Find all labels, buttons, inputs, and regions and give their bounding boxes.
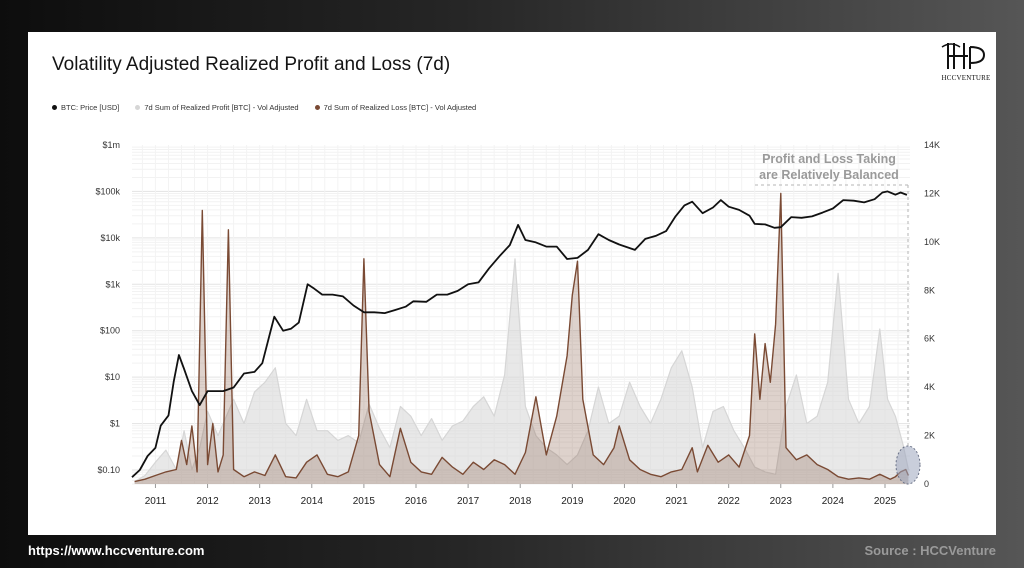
series-realized-profit (134, 258, 909, 483)
left-axis: $0.10 $1 $10 $100 $1k $10k $100k $1m (95, 140, 120, 475)
x-axis-tick-label: 2019 (561, 496, 584, 507)
chart-card: Volatility Adjusted Realized Profit and … (28, 32, 996, 535)
x-axis-tick-label: 2011 (145, 496, 167, 507)
hccventure-logo-icon (941, 43, 986, 69)
right-axis-tick-label: 6K (924, 334, 935, 344)
annotation-line-2: are Relatively Balanced (759, 168, 899, 182)
x-axis-tick-label: 2014 (301, 496, 324, 507)
left-axis-tick-label: $10k (100, 233, 120, 243)
left-axis-tick-label: $0.10 (97, 465, 120, 475)
legend-item-loss[interactable]: 7d Sum of Realized Loss [BTC] - Vol Adju… (314, 102, 477, 112)
legend-dot-loss (314, 104, 320, 110)
series-layer (131, 190, 910, 484)
x-axis-tick-label: 2020 (613, 496, 636, 507)
left-axis-tick-label: $10 (105, 372, 120, 382)
right-axis: 0 2K 4K 6K 8K 10K 12K 14K (924, 140, 940, 489)
right-axis-tick-label: 4K (924, 382, 935, 392)
series-price-line (131, 190, 908, 478)
left-axis-tick-label: $1 (110, 419, 120, 429)
x-axis-tick-label: 2013 (249, 496, 272, 507)
footer-source: Source : HCCVenture (864, 543, 996, 558)
left-axis-tick-label: $1m (102, 140, 120, 150)
x-axis: 2011 2012 2013 2014 2015 2016 2017 2018 2019 2020… (145, 484, 897, 507)
right-axis-tick-label: 14K (924, 140, 940, 150)
footer-website-link[interactable]: https://www.hccventure.com (28, 543, 205, 558)
series-realized-profit-area (134, 258, 909, 484)
x-axis-tick-label: 2024 (822, 496, 845, 507)
legend-item-price[interactable]: BTC: Price [USD] (52, 103, 119, 112)
chart-canvas: $0.10 $1 $10 $100 $1k $10k $100k $1m 0 2K 4K 6K 8K 1… (95, 140, 940, 507)
annotation-highlight-ellipse (895, 445, 921, 485)
x-axis-tick-label: 2017 (457, 496, 480, 507)
legend-label-price: BTC: Price [USD] (61, 102, 120, 112)
legend-label-profit: 7d Sum of Realized Profit [BTC] - Vol Ad… (144, 102, 299, 112)
logo-wordmark: HCCVENTURE (941, 74, 991, 82)
x-axis-tick-label: 2021 (665, 496, 688, 507)
x-axis-tick-label: 2023 (770, 496, 793, 507)
legend-dot-profit (135, 104, 141, 110)
annotation-line-1: Profit and Loss Taking (762, 152, 896, 166)
right-axis-tick-label: 10K (924, 237, 940, 247)
right-axis-tick-label: 0 (924, 479, 929, 489)
x-axis-tick-label: 2018 (509, 496, 532, 507)
chart-legend: BTC: Price [USD] 7d Sum of Realized Prof… (52, 101, 492, 113)
series-realized-loss-area (134, 193, 909, 484)
chart-title: Volatility Adjusted Realized Profit and … (52, 54, 451, 75)
annotation-layer: Profit and Loss Taking are Relatively Ba… (755, 152, 921, 485)
left-axis-tick-label: $100 (100, 326, 120, 336)
x-axis-tick-label: 2025 (874, 496, 897, 507)
left-axis-tick-label: $1k (105, 279, 120, 289)
x-axis-tick-label: 2016 (405, 496, 428, 507)
x-axis-tick-label: 2022 (718, 496, 741, 507)
left-axis-tick-label: $100k (95, 186, 120, 196)
right-axis-tick-label: 2K (924, 431, 935, 441)
series-realized-loss (134, 192, 910, 483)
x-axis-tick-label: 2012 (196, 496, 219, 507)
x-axis-tick-label: 2015 (353, 496, 376, 507)
right-axis-tick-label: 8K (924, 285, 935, 295)
right-axis-tick-label: 12K (924, 188, 940, 198)
legend-label-loss: 7d Sum of Realized Loss [BTC] - Vol Adju… (323, 102, 477, 112)
legend-item-profit[interactable]: 7d Sum of Realized Profit [BTC] - Vol Ad… (135, 102, 299, 112)
legend-dot-price (52, 104, 57, 110)
